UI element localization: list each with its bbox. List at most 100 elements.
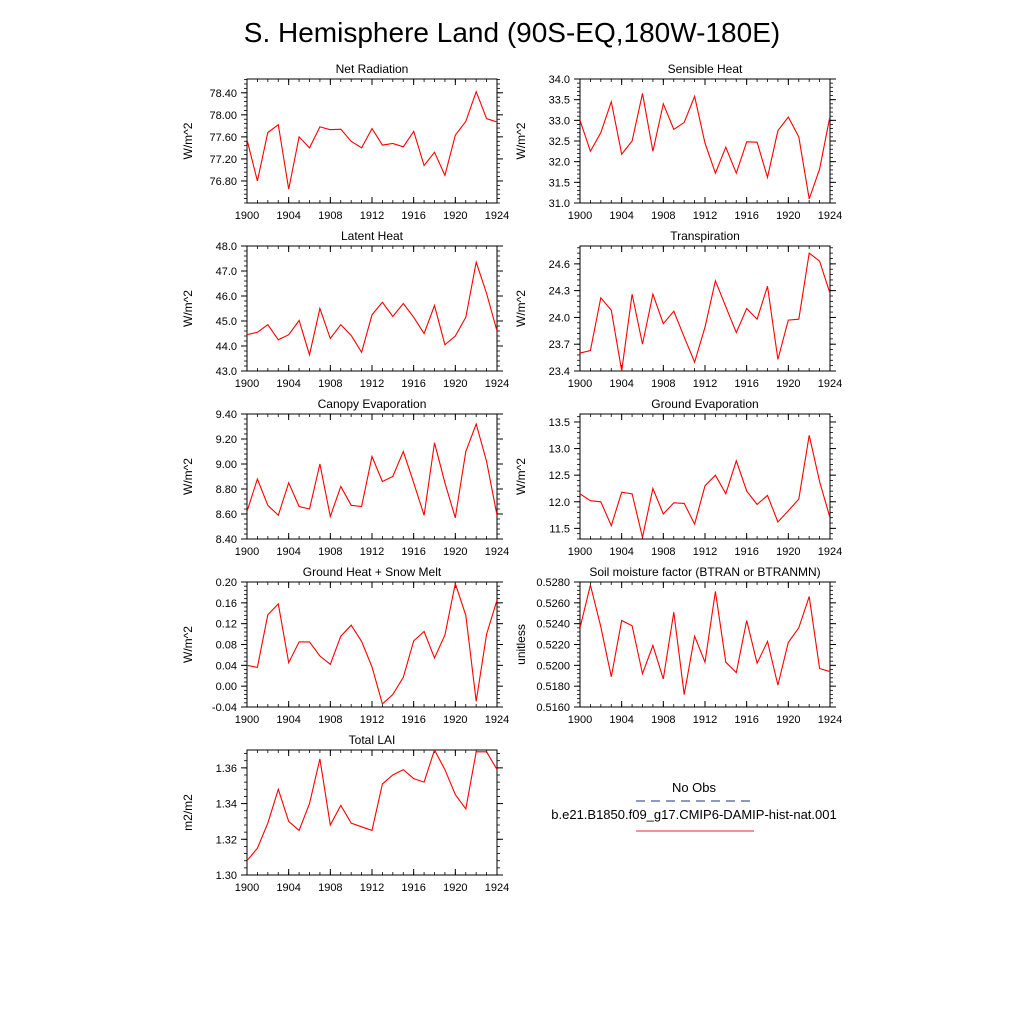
y-tick-label: 8.80	[216, 484, 237, 496]
x-tick-label: 1908	[651, 210, 675, 222]
y-tick-label: 76.80	[209, 176, 237, 188]
x-tick-label: 1908	[318, 210, 342, 222]
y-tick-label: 9.00	[216, 459, 237, 471]
x-tick-label: 1908	[318, 546, 342, 558]
y-tick-label: 13.0	[549, 444, 570, 456]
y-tick-label: 0.20	[216, 577, 237, 589]
panel-title: Net Radiation	[336, 62, 409, 76]
series-line	[580, 435, 830, 538]
legend: No Obs b.e21.B1850.f09_g17.CMIP6-DAMIP-h…	[551, 780, 837, 832]
x-tick-label: 1900	[235, 714, 259, 726]
y-tick-label: 8.60	[216, 509, 237, 521]
plot-frame	[246, 413, 498, 540]
x-tick-label: 1904	[609, 714, 633, 726]
panel-6: Ground Evaporation W/m^2 1900 1904 1908 1912 1…	[514, 397, 842, 558]
y-tick-label: 1.30	[216, 870, 237, 882]
y-tick-label: 0.5180	[536, 681, 570, 693]
series-line	[247, 90, 497, 190]
x-tick-label: 1924	[818, 546, 842, 558]
x-tick-label: 1912	[360, 210, 384, 222]
x-tick-label: 1904	[276, 378, 300, 390]
series-line	[247, 422, 497, 519]
x-tick-label: 1908	[651, 714, 675, 726]
x-tick-label: 1920	[776, 714, 800, 726]
legend-obs-label: No Obs	[672, 780, 717, 795]
x-tick-label: 1912	[360, 546, 384, 558]
panel-title: Canopy Evaporation	[318, 397, 427, 411]
x-tick-label: 1920	[776, 378, 800, 390]
x-tick-label: 1912	[360, 714, 384, 726]
y-tick-label: 24.0	[549, 312, 570, 324]
x-tick-label: 1904	[609, 546, 633, 558]
y-tick-label: 1.36	[216, 763, 237, 775]
x-tick-label: 1900	[235, 882, 259, 894]
x-tick-label: 1916	[401, 546, 425, 558]
y-tick-label: 77.60	[209, 132, 237, 144]
series-line	[580, 252, 830, 371]
x-tick-label: 1912	[360, 378, 384, 390]
x-tick-label: 1908	[651, 378, 675, 390]
page-title: S. Hemisphere Land (90S-EQ,180W-180E)	[244, 17, 780, 48]
x-tick-label: 1900	[568, 378, 592, 390]
x-tick-label: 1916	[401, 714, 425, 726]
x-tick-label: 1912	[693, 378, 717, 390]
x-tick-label: 1904	[609, 210, 633, 222]
y-tick-label: 43.0	[216, 366, 237, 378]
x-tick-label: 1924	[485, 882, 509, 894]
series-line	[247, 582, 497, 705]
y-tick-label: 78.00	[209, 110, 237, 122]
y-tick-label: 11.5	[549, 523, 570, 535]
y-tick-label: 12.5	[549, 470, 570, 482]
x-tick-label: 1920	[443, 546, 467, 558]
y-tick-label: 13.5	[549, 417, 570, 429]
x-tick-label: 1904	[276, 882, 300, 894]
x-tick-label: 1904	[276, 714, 300, 726]
x-tick-label: 1924	[485, 546, 509, 558]
x-tick-label: 1920	[776, 210, 800, 222]
panel-title: Ground Heat + Snow Melt	[303, 565, 442, 579]
x-tick-label: 1900	[235, 378, 259, 390]
y-axis-label: W/m^2	[181, 458, 195, 495]
y-axis-label: unitless	[514, 624, 528, 665]
panel-title: Ground Evaporation	[651, 397, 758, 411]
x-tick-label: 1916	[401, 378, 425, 390]
panel-8: Soil moisture factor (BTRAN or BTRANMN) u…	[514, 565, 842, 726]
y-tick-label: 33.5	[549, 95, 570, 107]
y-tick-label: -0.04	[212, 702, 237, 714]
panel-title: Soil moisture factor (BTRAN or BTRANMN)	[589, 565, 820, 579]
x-tick-label: 1916	[401, 882, 425, 894]
x-tick-label: 1912	[693, 210, 717, 222]
y-axis-label: W/m^2	[514, 290, 528, 327]
panel-5: Canopy Evaporation W/m^2 1900 1904 1908 1912 1…	[181, 397, 509, 558]
y-tick-label: 44.0	[216, 341, 237, 353]
x-tick-label: 1912	[693, 714, 717, 726]
x-tick-label: 1908	[318, 882, 342, 894]
panel-title: Total LAI	[349, 733, 396, 747]
y-tick-label: 0.12	[216, 619, 237, 631]
x-tick-label: 1924	[818, 378, 842, 390]
y-tick-label: 24.3	[549, 286, 570, 298]
y-tick-label: 8.40	[216, 534, 237, 546]
y-tick-label: 0.5160	[536, 702, 570, 714]
y-tick-label: 1.32	[216, 834, 237, 846]
x-tick-label: 1924	[818, 714, 842, 726]
x-tick-label: 1904	[609, 378, 633, 390]
y-tick-label: 48.0	[216, 241, 237, 253]
y-tick-label: 31.5	[549, 177, 570, 189]
panel-7: Ground Heat + Snow Melt W/m^2 1900 1904 1908…	[181, 565, 509, 726]
y-tick-label: 47.0	[216, 266, 237, 278]
x-tick-label: 1912	[693, 546, 717, 558]
y-tick-label: 0.04	[216, 660, 237, 672]
y-tick-label: 0.00	[216, 681, 237, 693]
panel-2: Sensible Heat W/m^2 1900 1904 1908 1912 1916 19…	[514, 62, 842, 222]
y-tick-label: 12.0	[549, 497, 570, 509]
y-axis-label: m2/m2	[181, 794, 195, 831]
x-tick-label: 1904	[276, 210, 300, 222]
x-tick-label: 1904	[276, 546, 300, 558]
x-tick-label: 1924	[818, 210, 842, 222]
x-tick-label: 1912	[360, 882, 384, 894]
x-tick-label: 1920	[443, 714, 467, 726]
series-line	[580, 584, 830, 695]
y-tick-label: 23.7	[549, 339, 570, 351]
